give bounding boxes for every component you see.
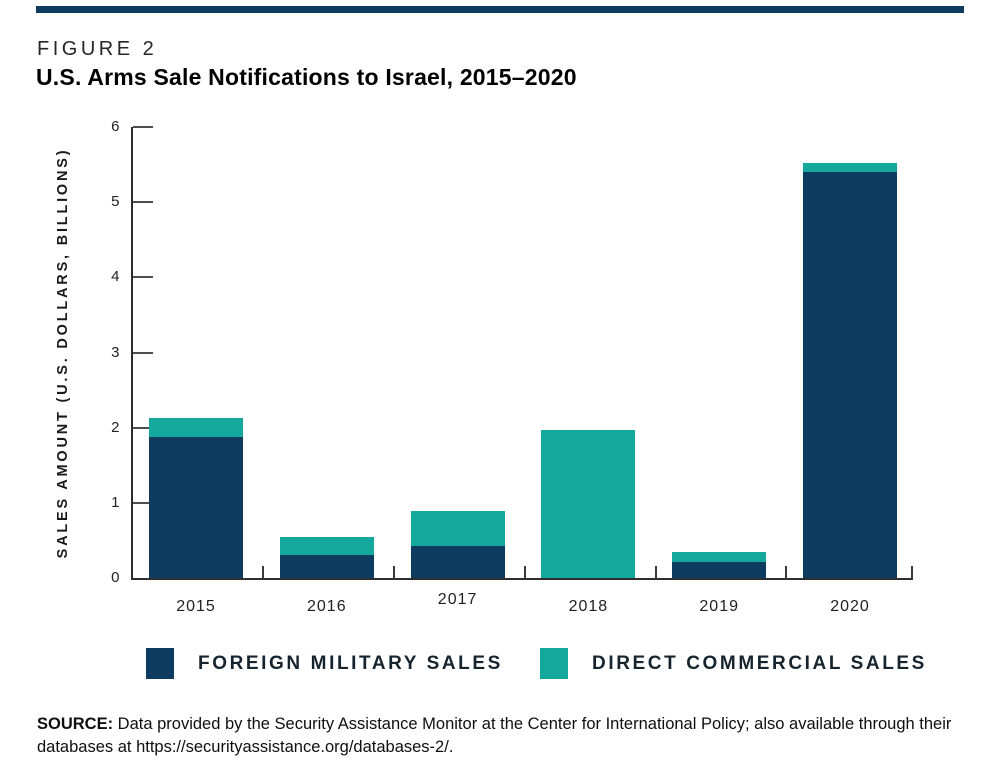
- fms-legend-swatch: [146, 648, 174, 679]
- dcs-legend-label: DIRECT COMMERCIAL SALES: [592, 652, 927, 674]
- fms-legend-label: FOREIGN MILITARY SALES: [198, 652, 503, 674]
- y-axis-line: [131, 127, 133, 579]
- x-axis-label-2016: 2016: [307, 598, 347, 615]
- bar-fms-2020: [803, 172, 897, 578]
- y-axis-tick-label: 2: [111, 418, 120, 436]
- dcs-legend-swatch: [540, 648, 568, 679]
- bar-dcs-2015: [149, 417, 243, 437]
- y-axis-tick-label: 5: [111, 193, 120, 211]
- y-axis-tick-label: 1: [111, 493, 120, 511]
- bar-fms-2016: [279, 555, 374, 578]
- legend-item-dcs: DIRECT COMMERCIAL SALES: [540, 648, 927, 679]
- x-axis-label-2018: 2018: [568, 598, 609, 615]
- x-axis-label-2015: 2015: [176, 598, 216, 615]
- y-axis-tick-label: 0: [111, 569, 120, 586]
- bar-dcs-2016: [279, 537, 374, 556]
- y-axis-tick: [133, 351, 153, 354]
- figure-number: FIGURE 2: [37, 38, 158, 60]
- y-axis-title: SALES AMOUNT (U.S. DOLLARS, BILLIONS): [55, 147, 71, 559]
- chart-legend: FOREIGN MILITARY SALES DIRECT COMMERCIAL…: [0, 648, 1000, 684]
- source-text: Data provided by the Security Assistance…: [37, 715, 952, 757]
- y-axis-tick-label: 4: [111, 268, 120, 286]
- y-axis-tick: [133, 126, 153, 128]
- bar-fms-2017: [410, 545, 505, 578]
- bar-fms-2015: [149, 436, 243, 578]
- x-axis-tick: [261, 566, 264, 579]
- x-axis-label-2017: 2017: [437, 591, 478, 608]
- top-rule: [36, 6, 964, 13]
- y-axis-tick-label: 6: [111, 118, 120, 135]
- y-axis-tick: [133, 501, 153, 504]
- y-axis-tick: [133, 201, 153, 204]
- legend-item-fms: FOREIGN MILITARY SALES: [146, 648, 503, 679]
- x-axis-tick: [785, 566, 787, 579]
- bar-dcs-2018: [541, 429, 636, 578]
- bar-dcs-2017: [410, 511, 505, 546]
- x-axis-line: [131, 578, 913, 580]
- x-axis-tick: [654, 566, 657, 579]
- x-axis-label-2020: 2020: [830, 598, 870, 615]
- x-axis-label-2019: 2019: [699, 598, 739, 615]
- bar-dcs-2020: [803, 163, 897, 173]
- figure-title: U.S. Arms Sale Notifications to Israel, …: [36, 64, 577, 90]
- source-label: SOURCE:: [37, 715, 114, 733]
- y-axis-tick-label: 3: [111, 343, 120, 361]
- y-axis-tick: [133, 276, 153, 279]
- bar-dcs-2019: [672, 551, 767, 563]
- x-axis-tick: [392, 566, 395, 579]
- source-note: SOURCE: Data provided by the Security As…: [37, 713, 955, 759]
- x-axis-tick: [523, 566, 526, 579]
- x-axis-tick: [911, 566, 913, 579]
- bar-fms-2019: [672, 562, 767, 578]
- y-axis-tick: [133, 426, 153, 429]
